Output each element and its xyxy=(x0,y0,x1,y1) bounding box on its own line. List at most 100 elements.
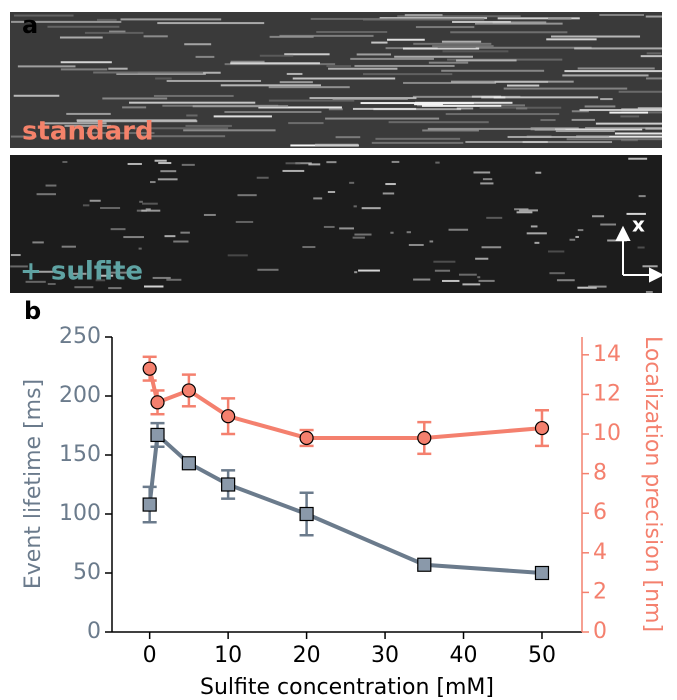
streak xyxy=(478,279,495,282)
streak xyxy=(288,122,324,125)
streak xyxy=(360,102,474,105)
streak xyxy=(534,128,643,131)
streak xyxy=(59,36,103,39)
streak xyxy=(62,160,68,163)
streak xyxy=(375,137,461,140)
streak xyxy=(576,135,662,138)
streak xyxy=(371,141,464,144)
kymographs xyxy=(10,12,662,293)
streak xyxy=(555,130,615,133)
series-line xyxy=(147,368,543,440)
y2-tick-label: 14 xyxy=(593,342,621,367)
streak xyxy=(571,110,589,113)
streak xyxy=(128,101,256,104)
streak xyxy=(441,69,545,72)
streak xyxy=(638,195,646,198)
streak xyxy=(577,67,655,70)
streak xyxy=(100,274,114,277)
y2-tick-label: 0 xyxy=(593,619,607,644)
streak xyxy=(385,183,396,186)
streak xyxy=(592,215,605,218)
streak xyxy=(185,124,232,127)
streak xyxy=(313,197,323,200)
kymograph-image xyxy=(10,155,662,293)
streak xyxy=(354,271,358,274)
x-tick-label: 40 xyxy=(450,643,478,668)
y2-axis-label: Localization precision [nm] xyxy=(640,336,665,632)
streak xyxy=(599,14,644,17)
streak xyxy=(150,181,156,184)
streak xyxy=(640,55,662,58)
panel-label: a xyxy=(22,11,38,39)
streak xyxy=(138,247,142,250)
streak xyxy=(47,25,120,28)
streak xyxy=(358,269,380,272)
streak xyxy=(36,193,56,196)
streak xyxy=(100,207,121,210)
streak xyxy=(60,68,108,71)
data-point xyxy=(534,420,550,436)
streak xyxy=(642,265,658,268)
streak xyxy=(166,79,262,82)
streak xyxy=(473,171,491,174)
y-tick-label: 50 xyxy=(73,560,101,585)
streak xyxy=(386,38,425,41)
data-point xyxy=(417,430,432,446)
streak xyxy=(535,171,542,174)
streak xyxy=(43,122,107,125)
streak xyxy=(530,225,538,228)
streak xyxy=(556,279,575,282)
streak xyxy=(350,57,434,60)
streak xyxy=(325,117,440,120)
streak xyxy=(268,86,350,89)
streak xyxy=(362,18,485,21)
streak xyxy=(363,73,453,76)
x-tick-label: 50 xyxy=(528,643,556,668)
streak xyxy=(137,135,226,138)
streak xyxy=(268,99,355,102)
streak xyxy=(102,97,168,100)
streak xyxy=(577,229,584,232)
streak xyxy=(435,161,440,164)
data-point xyxy=(417,557,432,572)
streak xyxy=(160,170,177,173)
streak xyxy=(145,208,151,211)
streak xyxy=(609,111,649,114)
streak xyxy=(60,61,112,64)
streak xyxy=(224,111,322,114)
streak xyxy=(85,132,155,135)
streak xyxy=(402,47,480,50)
streak xyxy=(157,178,178,181)
streak xyxy=(257,268,279,271)
axis-arrow-label: t xyxy=(666,249,676,273)
streak xyxy=(506,84,540,87)
streak xyxy=(456,107,474,110)
y-tick-label: 150 xyxy=(59,442,101,467)
streak xyxy=(123,236,144,239)
streak xyxy=(139,200,143,203)
streak xyxy=(645,290,653,293)
streak xyxy=(564,70,662,73)
streak xyxy=(575,235,579,238)
streak xyxy=(621,139,638,142)
streak xyxy=(371,41,388,44)
streak xyxy=(192,105,289,108)
streak xyxy=(184,43,212,46)
streak xyxy=(308,163,321,166)
streak xyxy=(448,228,469,231)
streak xyxy=(373,108,462,111)
streak xyxy=(445,113,560,116)
streak xyxy=(514,208,529,211)
streak xyxy=(414,103,443,106)
streak xyxy=(519,209,538,212)
streak xyxy=(93,71,204,74)
streak xyxy=(462,283,481,286)
streak xyxy=(456,59,517,62)
streak xyxy=(486,216,503,219)
streak xyxy=(220,84,322,87)
x-tick-label: 30 xyxy=(371,643,399,668)
streak xyxy=(352,236,365,239)
streak xyxy=(279,81,313,84)
data-point xyxy=(534,565,550,581)
streak xyxy=(326,161,337,164)
